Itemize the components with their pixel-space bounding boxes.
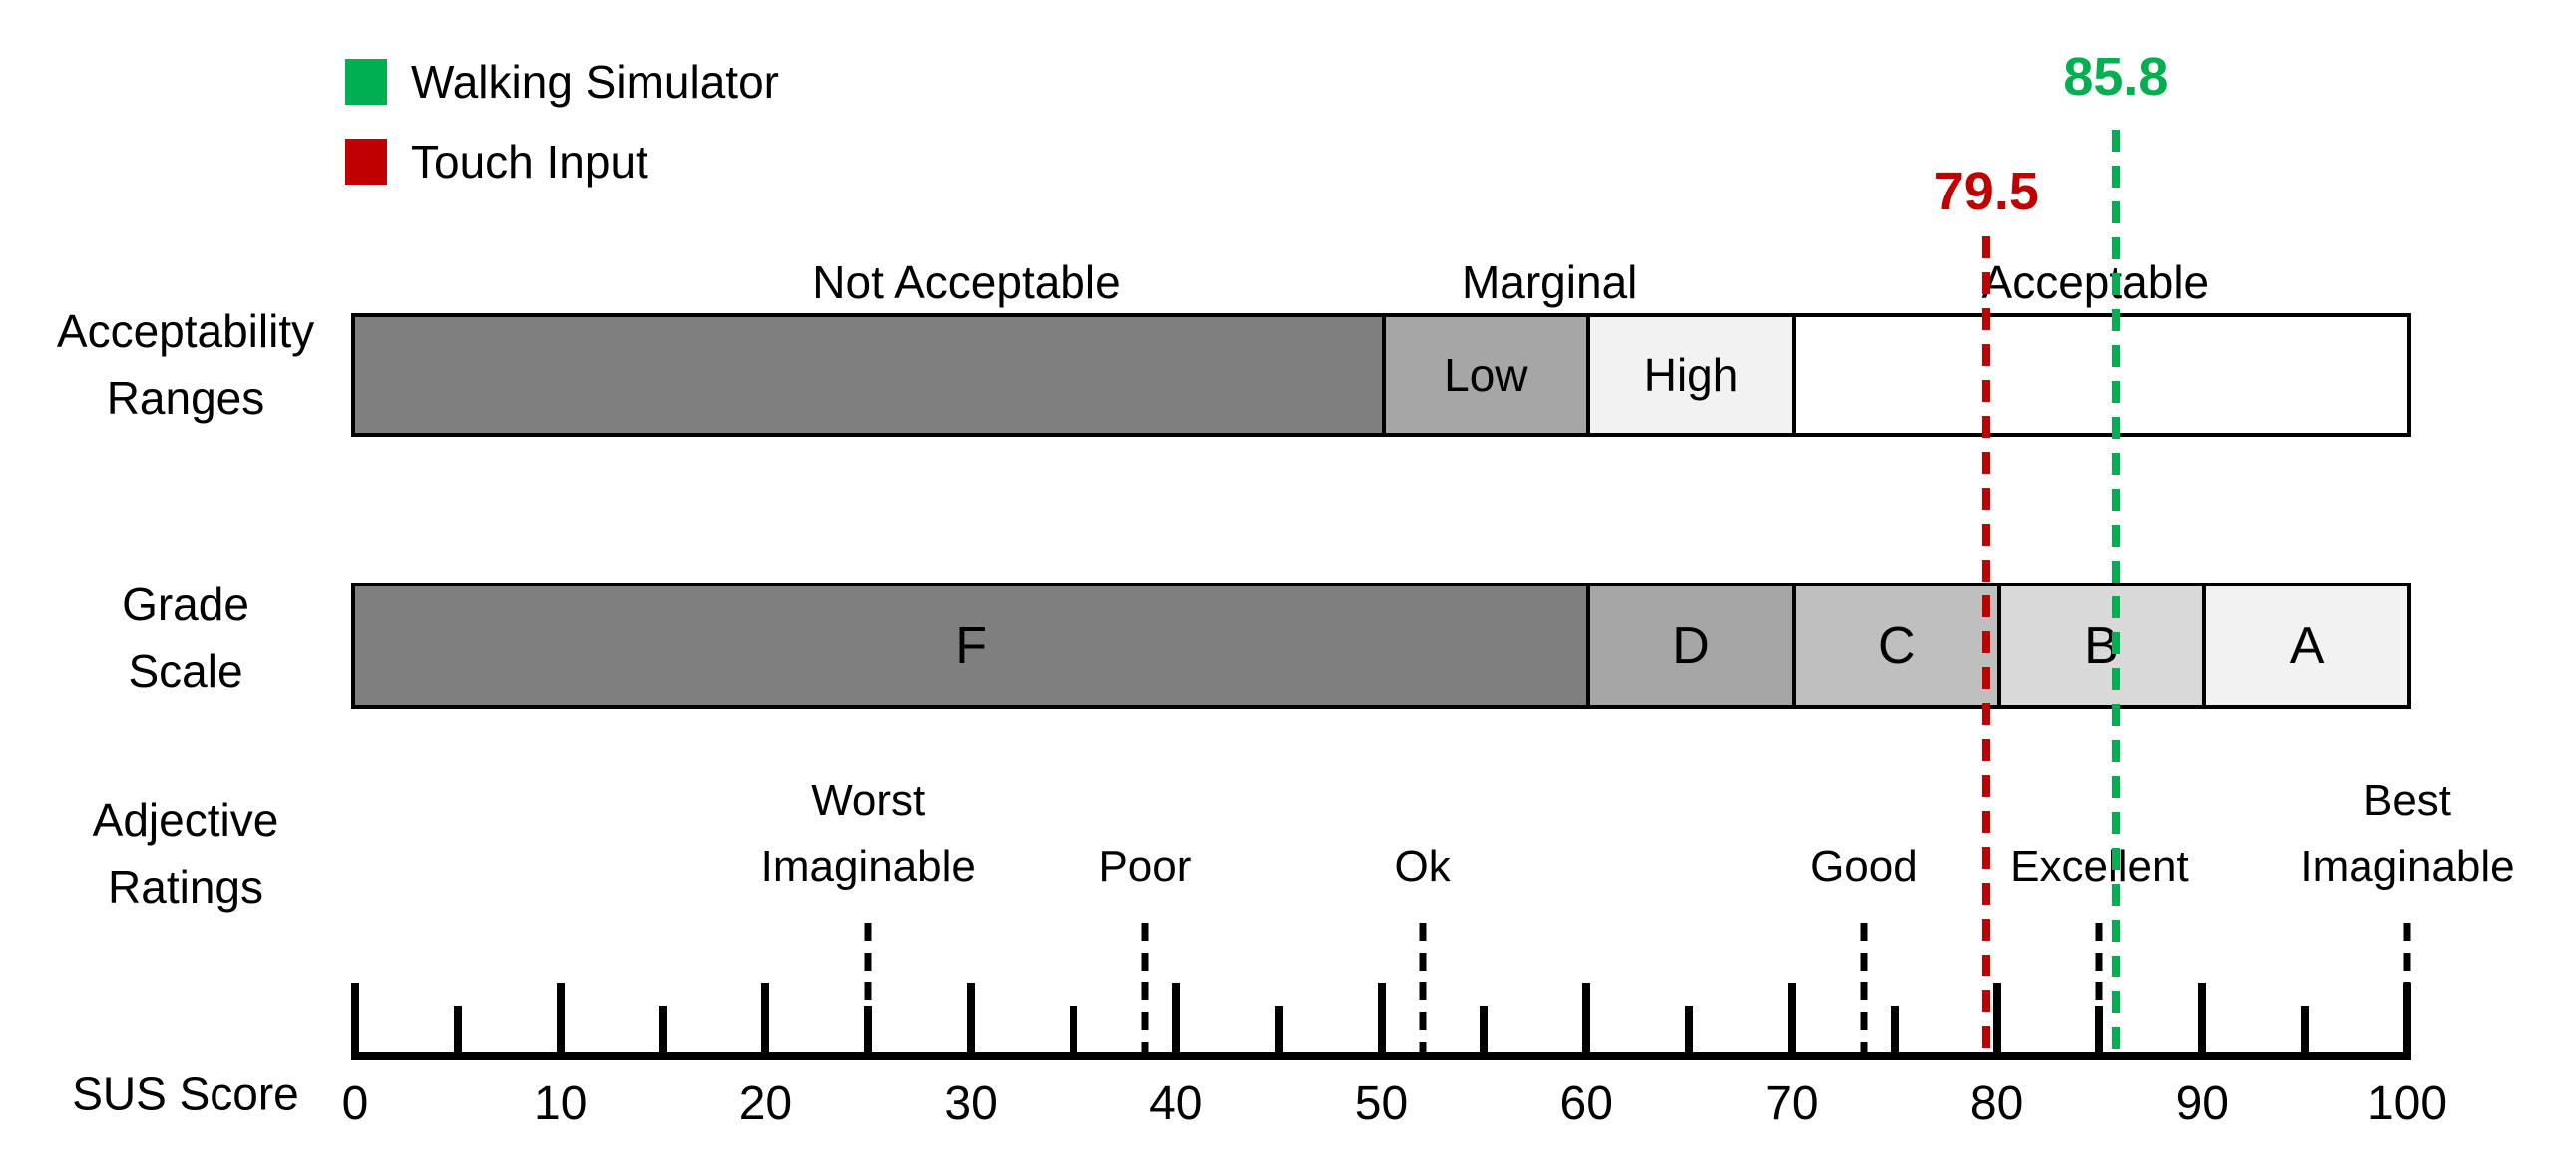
acceptability-bar-segment <box>355 317 1382 433</box>
adjective-label-line: Imaginable <box>2300 842 2515 891</box>
acceptability-bar-segment-label: High <box>1643 349 1739 401</box>
adjective-label: Worst Imaginable <box>761 768 976 900</box>
axis-major-tick <box>351 983 359 1060</box>
grade-scale-bar-segment: B <box>1996 586 2203 705</box>
adjective-label-line: Poor <box>1098 842 1192 891</box>
row-label-line: SUS Score <box>72 1067 299 1120</box>
acceptability-bar-segment: Low <box>1381 317 1587 433</box>
axis-major-tick <box>1171 983 1180 1060</box>
score-marker-line <box>1982 236 1991 1060</box>
axis-minor-tick <box>1890 1006 1899 1060</box>
adjective-tick <box>1141 923 1149 1060</box>
row-label-line: Grade <box>122 579 249 630</box>
score-marker-line <box>2111 130 2120 1060</box>
axis-tick-label: 30 <box>944 1077 998 1130</box>
adjective-label-line: Good <box>1810 842 1918 891</box>
grade-scale-bar-segment: D <box>1586 586 1792 705</box>
axis-tick-label: 20 <box>738 1077 793 1130</box>
axis-minor-tick <box>658 1006 667 1060</box>
row-label-line: Adjective <box>92 794 279 846</box>
row-label-sus-score: SUS Score <box>72 1061 299 1128</box>
row-label-line: Ranges <box>106 372 265 424</box>
axis-major-tick <box>1992 983 2001 1060</box>
adjective-label: Good <box>1810 834 1918 900</box>
axis-tick-label: 40 <box>1149 1077 1203 1130</box>
axis-major-tick <box>967 983 976 1060</box>
grade-scale-bar-segment-label: C <box>1877 616 1916 675</box>
axis-major-tick <box>1377 983 1386 1060</box>
axis-tick-label: 50 <box>1354 1077 1409 1130</box>
grade-scale-bar-segment: A <box>2202 586 2407 705</box>
adjective-label: Poor <box>1098 834 1191 900</box>
grade-scale-bar-segment-label: F <box>955 616 987 675</box>
axis-major-tick <box>761 983 770 1060</box>
axis-major-tick <box>556 983 565 1060</box>
adjective-tick <box>2095 923 2103 1060</box>
axis-minor-tick <box>1685 1006 1694 1060</box>
score-marker-value: 85.8 <box>2063 47 2169 107</box>
row-label-line: Ratings <box>108 861 263 913</box>
legend-color-swatch <box>345 59 387 105</box>
axis-tick-label: 60 <box>1559 1077 1613 1130</box>
row-label-acceptability-ranges: Acceptability Ranges <box>57 298 314 432</box>
axis-tick-label: 0 <box>341 1077 369 1130</box>
legend-item: Walking Simulator <box>345 56 779 108</box>
grade-scale-bar-segment-label: D <box>1672 616 1710 675</box>
adjective-label: Ok <box>1395 834 1451 900</box>
adjective-label: Best Imaginable <box>2300 768 2514 900</box>
adjective-label-line: Ok <box>1394 842 1451 891</box>
adjective-tick <box>1419 923 1427 1060</box>
adjective-label-line: Best <box>2362 776 2452 825</box>
adjective-tick <box>1860 923 1868 1060</box>
acceptability-bar: Low High <box>351 313 2411 437</box>
legend-color-swatch <box>345 139 387 185</box>
axis-minor-tick <box>1480 1006 1489 1060</box>
adjective-label: Excellent <box>2010 834 2189 900</box>
axis-tick-label: 80 <box>1969 1077 2024 1130</box>
row-label-line: Acceptability <box>56 305 315 357</box>
axis-tick-label: 90 <box>2175 1077 2229 1130</box>
acceptability-bar-segment-label: Low <box>1444 349 1528 401</box>
axis-minor-tick <box>1274 1006 1283 1060</box>
adjective-label-line: Imaginable <box>760 842 976 891</box>
axis-minor-tick <box>453 1006 462 1060</box>
row-label-grade-scale: Grade Scale <box>122 572 249 705</box>
legend-label: Walking Simulator <box>411 56 779 108</box>
grade-scale-bar-segment: C <box>1791 586 1997 705</box>
axis-minor-tick <box>1069 1006 1077 1060</box>
legend-item: Touch Input <box>345 136 648 188</box>
legend-label: Touch Input <box>411 136 648 188</box>
adjective-label-line: Excellent <box>2010 842 2189 891</box>
axis-minor-tick <box>2301 1006 2310 1060</box>
adjective-tick <box>864 923 872 1060</box>
grade-scale-bar-segment: F <box>355 586 1587 705</box>
axis-minor-tick <box>864 1006 873 1060</box>
acceptability-bar-segment <box>1791 317 2407 433</box>
row-label-adjective-ratings: Adjective Ratings <box>93 787 279 921</box>
score-marker-value: 79.5 <box>1933 162 2039 221</box>
acceptability-header: Acceptable <box>1981 256 2210 308</box>
axis-tick-label: 70 <box>1765 1077 1819 1130</box>
axis-major-tick <box>1582 983 1591 1060</box>
axis-major-tick <box>1787 983 1796 1060</box>
axis-tick-label: 100 <box>2366 1077 2448 1130</box>
row-label-line: Scale <box>128 645 243 697</box>
adjective-label-line: Worst <box>811 776 926 825</box>
grade-scale-bar-segment-label: A <box>2289 616 2325 675</box>
axis-minor-tick <box>2095 1006 2104 1060</box>
axis-major-tick <box>2403 983 2411 1060</box>
axis-tick-label: 10 <box>533 1077 588 1130</box>
acceptability-header: Not Acceptable <box>812 256 1121 308</box>
acceptability-bar-segment: High <box>1586 317 1792 433</box>
acceptability-header: Marginal <box>1461 256 1638 308</box>
axis-major-tick <box>2198 983 2207 1060</box>
